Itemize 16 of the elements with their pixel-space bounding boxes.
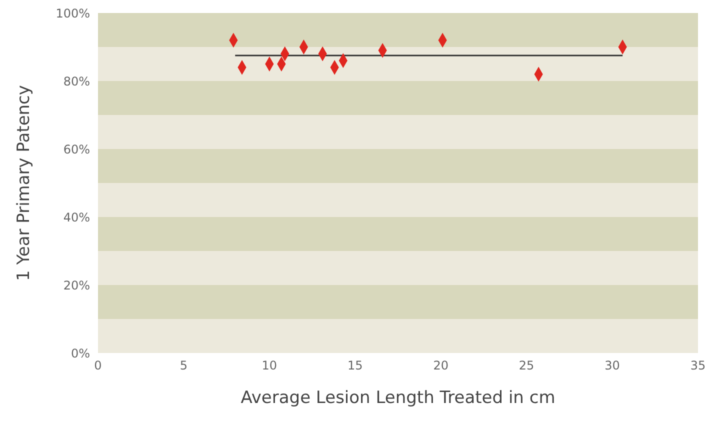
y-tick-label: 20% <box>63 278 90 292</box>
x-tick-label: 15 <box>348 358 363 373</box>
x-tick-label: 5 <box>180 358 188 373</box>
x-tick-label: 10 <box>262 358 278 373</box>
y-tick-label: 0% <box>70 346 90 360</box>
x-tick-label: 25 <box>518 358 534 373</box>
x-tick-label: 20 <box>433 358 448 373</box>
x-tick-label: 0 <box>94 358 102 373</box>
y-tick-label: 60% <box>63 142 90 156</box>
y-tick-label: 100% <box>56 6 90 20</box>
y-tick-label: 80% <box>63 74 90 88</box>
x-tick-label: 30 <box>604 358 620 373</box>
x-tick-label: 35 <box>690 358 706 373</box>
y-tick-label: 40% <box>63 210 90 224</box>
y-axis-title: 1 Year Primary Patency <box>14 85 34 281</box>
x-axis-title: Average Lesion Length Treated in cm <box>240 388 556 408</box>
